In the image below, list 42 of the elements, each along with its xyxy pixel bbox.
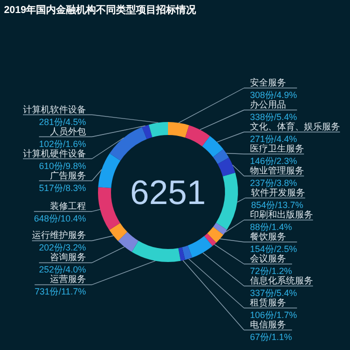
data-label: 67份/1.1%	[250, 332, 292, 342]
data-label: 102份/1.6%	[38, 138, 86, 149]
slice-label: 计算机软件设备	[23, 104, 86, 114]
annotation: 6251	[130, 174, 206, 212]
slice-label: 租赁服务	[250, 298, 286, 308]
slice-label: 咨询服务	[50, 252, 86, 262]
slice-label: 装修工程	[50, 200, 86, 211]
slice-label: 电信服务	[250, 320, 286, 330]
slice-label: 餐饮服务	[250, 232, 286, 242]
slice-label: 运营服务	[50, 274, 86, 284]
slice-label: 运行维护服务	[32, 230, 86, 240]
data-label: 308份/4.9%	[250, 90, 298, 100]
slice-label: 人员外包	[50, 126, 86, 136]
data-label: 854份/13.7%	[251, 200, 304, 210]
slice-label: 计算机硬件设备	[23, 148, 86, 158]
data-label: 88份/1.4%	[250, 222, 292, 232]
slice-label: 信息化系统服务	[250, 276, 313, 286]
data-label: 281份/4.5%	[38, 116, 86, 127]
data-label: 252份/4.0%	[38, 264, 86, 275]
data-label: 337份/5.4%	[250, 288, 298, 298]
data-label: 154份/2.5%	[250, 244, 298, 254]
data-label: 648份/10.4%	[34, 213, 86, 224]
data-label: 731份/11.7%	[34, 286, 86, 297]
slice-label: 医疗卫生服务	[250, 144, 304, 154]
data-label: 106份/1.7%	[250, 310, 298, 320]
data-label: 72份/1.2%	[250, 266, 292, 276]
slice-label: 文化、体育、娱乐服务	[250, 122, 340, 132]
data-label: 517份/8.3%	[38, 182, 86, 193]
data-label: 271份/4.4%	[250, 134, 298, 144]
slice-label: 会议服务	[250, 254, 286, 264]
title: 2019年国内金融机构不同类型项目招标情况	[4, 5, 196, 16]
slice-label: 软件开发服务	[251, 188, 306, 198]
data-label: 338份/5.4%	[250, 112, 298, 122]
slice-label: 安全服务	[250, 78, 286, 88]
slice-label: 物业管理服务	[250, 166, 304, 176]
data-label: 237份/3.8%	[250, 178, 298, 188]
slice-label: 广告服务	[50, 170, 86, 180]
slice-label: 印刷和出版服务	[250, 210, 313, 220]
data-label: 146份/2.3%	[250, 156, 298, 166]
data-label: 202份/3.2%	[38, 242, 86, 253]
data-label: 610份/9.8%	[38, 160, 86, 171]
slice-label: 办公用品	[250, 100, 286, 110]
